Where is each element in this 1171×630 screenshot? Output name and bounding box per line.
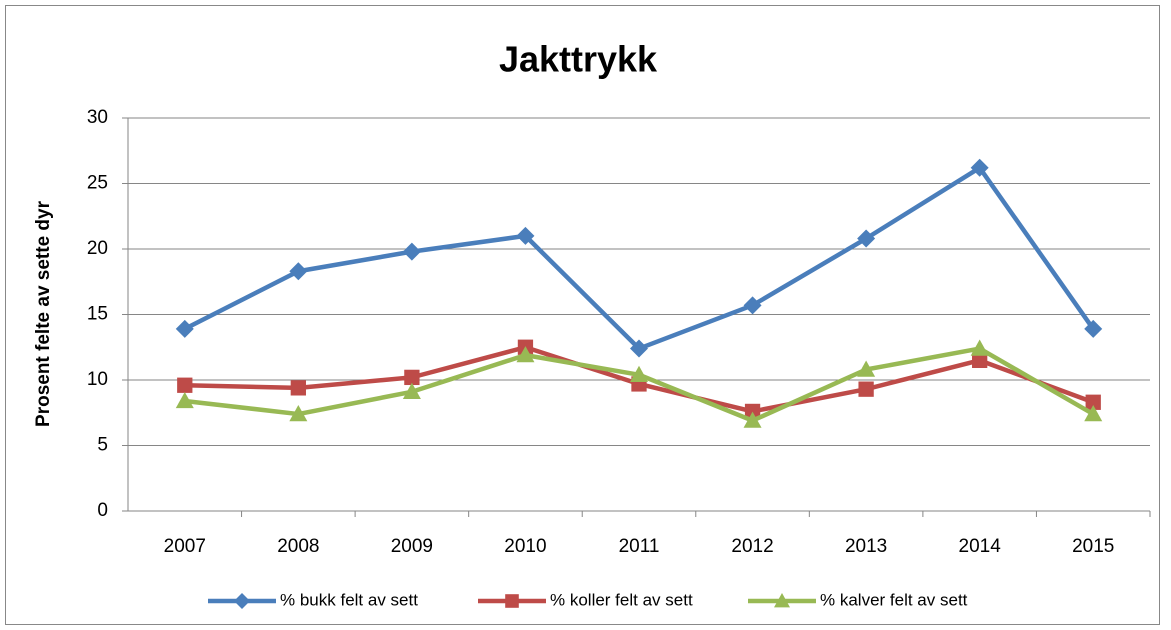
- x-tick-label: 2013: [845, 536, 887, 557]
- marker: [1084, 319, 1103, 338]
- y-tick-label: 30: [87, 107, 108, 128]
- marker: [404, 369, 420, 386]
- marker: [630, 339, 648, 358]
- legend-label: % bukk felt av sett: [280, 590, 418, 609]
- marker: [972, 352, 988, 368]
- marker: [516, 226, 535, 245]
- x-tick-label: 2010: [504, 536, 546, 557]
- marker: [970, 339, 989, 356]
- x-tick-label: 2014: [959, 536, 1002, 557]
- marker: [857, 229, 876, 248]
- marker: [289, 405, 308, 422]
- marker: [774, 593, 790, 608]
- marker: [857, 360, 876, 377]
- x-tick-label: 2015: [1072, 536, 1114, 557]
- marker: [402, 382, 421, 399]
- y-tick-label: 25: [87, 173, 108, 194]
- marker: [1085, 394, 1101, 410]
- marker: [970, 158, 989, 177]
- marker: [505, 594, 519, 608]
- y-tick-label: 0: [97, 500, 108, 521]
- marker: [177, 377, 193, 393]
- x-tick-label: 2009: [391, 536, 433, 557]
- marker: [234, 593, 250, 609]
- x-tick-label: 2007: [164, 536, 206, 557]
- chart-title: Jakttrykk: [499, 39, 658, 80]
- marker: [630, 365, 648, 382]
- marker: [744, 403, 761, 420]
- marker: [290, 380, 306, 396]
- y-tick-label: 20: [87, 238, 108, 259]
- marker: [289, 262, 308, 281]
- legend-label: % koller felt av sett: [550, 590, 693, 609]
- marker: [743, 411, 762, 428]
- marker: [516, 346, 535, 363]
- marker: [1084, 405, 1103, 422]
- y-tick-label: 15: [87, 304, 108, 325]
- x-tick-label: 2008: [277, 536, 319, 557]
- marker: [858, 381, 874, 397]
- marker: [743, 296, 762, 315]
- legend-label: % kalver felt av sett: [820, 590, 968, 609]
- marker: [175, 319, 194, 338]
- y-tick-label: 5: [97, 435, 108, 456]
- y-axis-label: Prosent felte av sette dyr: [33, 200, 54, 427]
- y-tick-label: 10: [87, 369, 108, 390]
- marker: [175, 391, 194, 409]
- x-tick-label: 2012: [731, 536, 773, 557]
- marker: [402, 242, 421, 261]
- x-tick-label: 2011: [619, 536, 660, 557]
